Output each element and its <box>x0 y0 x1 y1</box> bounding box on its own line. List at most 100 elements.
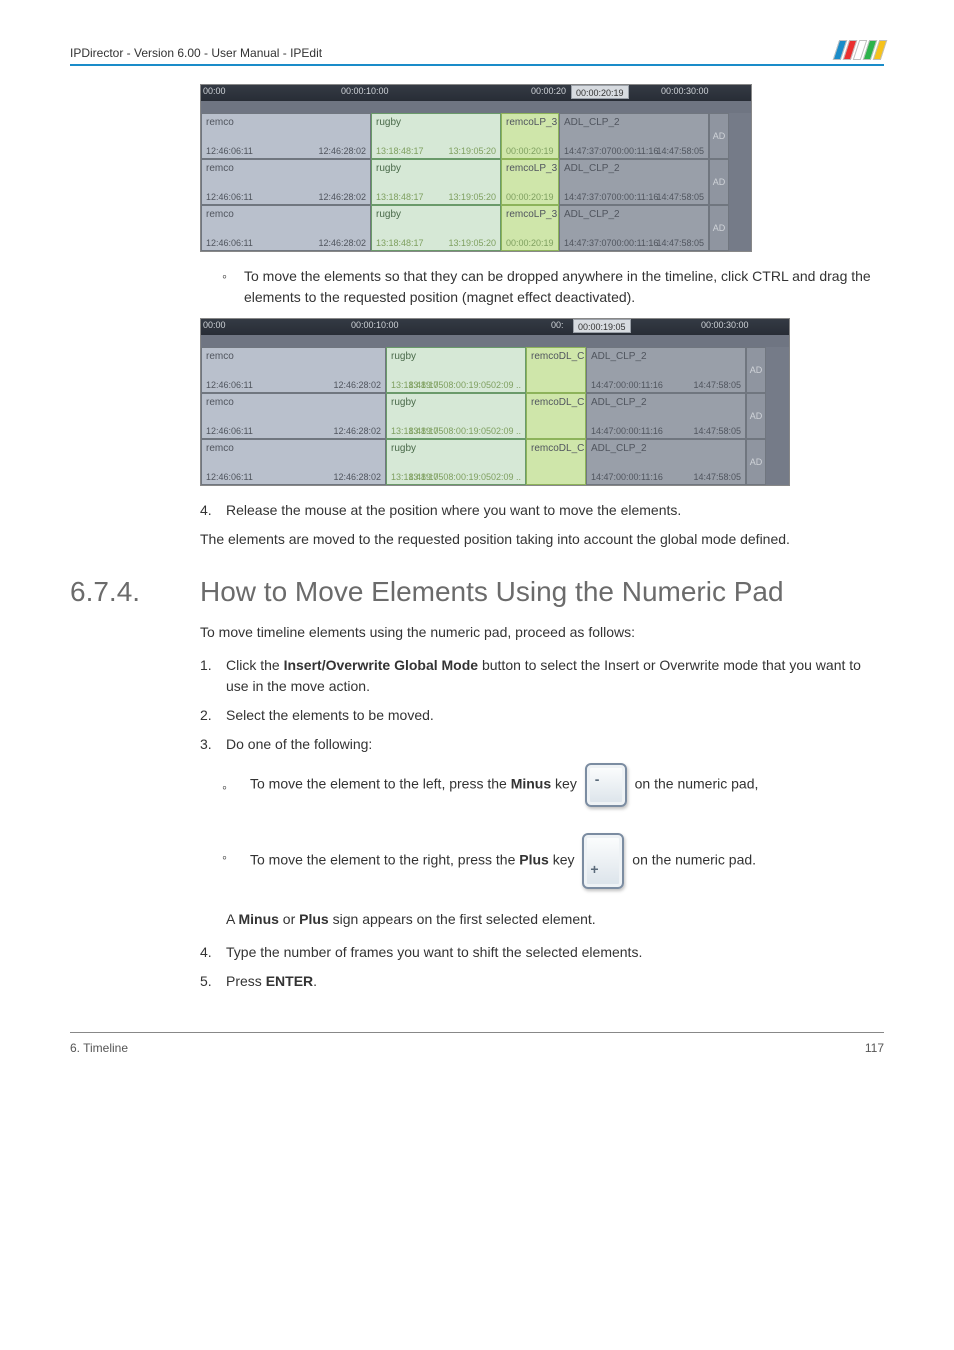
t: Plus <box>299 911 329 927</box>
clip[interactable]: ADL_CLP_214:47:37:0700:00:11:1614:47:58:… <box>559 113 709 159</box>
step-text: Type the number of frames you want to sh… <box>226 942 884 963</box>
clip-tc-out: 12:46:28:02 <box>318 238 366 248</box>
section-number: 6.7.4. <box>70 576 200 608</box>
t: Insert/Overwrite Global Mode <box>284 657 479 673</box>
ruler-label: 00:00:10:00 <box>351 320 399 330</box>
clip-tc-in: 12:46:06:11 <box>206 380 253 390</box>
clip[interactable]: remcoLP_300:00:20:19 <box>501 205 559 251</box>
clip[interactable]: rugby13:18:48:1713:19:05:20 <box>371 159 501 205</box>
t: Press <box>226 973 266 989</box>
clip[interactable]: remcoDL_CLP_3 <box>526 393 586 439</box>
clip[interactable]: remco12:46:06:1112:46:28:02 <box>201 113 371 159</box>
clip-name: rugby <box>376 163 401 174</box>
track-tail: AD <box>709 113 729 159</box>
clip[interactable]: rugby13:18:48:1713:19:05:20 <box>371 205 501 251</box>
plus-key-icon: + <box>582 833 624 889</box>
step-4b: 4. Type the number of frames you want to… <box>200 942 884 963</box>
clip-name: ADL_CLP_2 <box>564 163 620 174</box>
section-body: To move timeline elements using the nume… <box>200 622 884 992</box>
clip[interactable]: ADL_CLP_214:47:00:00:11:1614:47:58:05 <box>586 439 746 485</box>
clip-name: rugby <box>376 209 401 220</box>
ruler-label: 00:00 <box>203 320 226 330</box>
clip[interactable]: ADL_CLP_214:47:00:00:11:1614:47:58:05 <box>586 393 746 439</box>
clip-tc-out: 14:47:58:05 <box>656 146 704 156</box>
track-row: remco12:46:06:1112:46:28:02rugby13:18:48… <box>201 439 789 485</box>
bullet-ctrl-drag: To move the elements so that they can be… <box>222 266 884 308</box>
clip[interactable]: ADL_CLP_214:47:00:00:11:1614:47:58:05 <box>586 347 746 393</box>
clip[interactable]: ADL_CLP_214:47:37:0700:00:11:1614:47:58:… <box>559 205 709 251</box>
page-footer: 6. Timeline 117 <box>70 1032 884 1055</box>
clip-tc-out: 12:46:28:02 <box>333 426 381 436</box>
track-gap <box>201 101 751 113</box>
step-text: Do one of the following: <box>226 734 884 755</box>
clip-tc-out: 13:19:0508:00:19:0502:09 .. <box>408 426 521 436</box>
clip[interactable]: remcoLP_300:00:20:19 <box>501 159 559 205</box>
step3-left: To move the element to the left, press t… <box>222 763 884 813</box>
clip[interactable]: remcoLP_300:00:20:19 <box>501 113 559 159</box>
clip-tc-out: 12:46:28:02 <box>318 192 366 202</box>
clip[interactable]: remcoDL_CLP_3 <box>526 439 586 485</box>
t: ENTER <box>266 973 313 989</box>
step-number: 4. <box>200 500 226 521</box>
clip-name: remco <box>206 351 234 362</box>
page: IPDirector - Version 6.00 - User Manual … <box>0 0 954 1085</box>
step3-result: A Minus or Plus sign appears on the firs… <box>226 909 884 930</box>
ruler-label: 00:00:30:00 <box>701 320 749 330</box>
clip-tc-in: 14:47:00:00:11:16 <box>591 380 663 390</box>
t: A <box>226 911 238 927</box>
track-tail: AD <box>746 393 766 439</box>
clip[interactable]: remco12:46:06:1112:46:28:02 <box>201 205 371 251</box>
step3-sublist: To move the element to the left, press t… <box>222 763 884 889</box>
clip-tc-in: 13:18:48:17 <box>376 146 424 156</box>
footer-right: 117 <box>865 1041 884 1055</box>
clip[interactable]: rugby13:18:48:1713:19:0508:00:19:0502:09… <box>386 347 526 393</box>
footer-left: 6. Timeline <box>70 1041 128 1055</box>
track-tail: AD <box>709 159 729 205</box>
clip[interactable]: remco12:46:06:1112:46:28:02 <box>201 347 386 393</box>
step-1: 1. Click the Insert/Overwrite Global Mod… <box>200 655 884 697</box>
clip[interactable]: remco12:46:06:1112:46:28:02 <box>201 393 386 439</box>
clip-name: remcoDL_CLP_3 <box>531 443 586 454</box>
clip-tc-out: 12:46:28:02 <box>333 472 381 482</box>
clip[interactable]: remco12:46:06:1112:46:28:02 <box>201 439 386 485</box>
t: key <box>549 852 579 868</box>
page-header: IPDirector - Version 6.00 - User Manual … <box>70 40 884 66</box>
clip-tc-out: 14:47:58:05 <box>656 238 704 248</box>
minus-key-icon: - <box>585 763 627 807</box>
section-heading: 6.7.4. How to Move Elements Using the Nu… <box>70 576 884 608</box>
t: To move the element to the left, press t… <box>250 776 511 792</box>
clip[interactable]: remcoDL_CLP_3 <box>526 347 586 393</box>
clip-tc-in: 14:47:37:0700:00:11:16 <box>564 238 658 248</box>
clip[interactable]: rugby13:18:48:1713:19:05:20 <box>371 113 501 159</box>
clip-name: rugby <box>391 397 416 408</box>
sub-bullet-list: To move the elements so that they can be… <box>222 266 884 308</box>
clip-name: ADL_CLP_2 <box>591 397 647 408</box>
step4-result: The elements are moved to the requested … <box>200 529 884 550</box>
clip-tc-out: 13:19:0508:00:19:0502:09 .. <box>408 380 521 390</box>
t: Minus <box>511 776 551 792</box>
clip-tc-in: 00:00:20:19 <box>506 192 554 202</box>
clip-tc-out: 14:47:58:05 <box>693 380 741 390</box>
section-intro: To move timeline elements using the nume… <box>200 622 884 643</box>
track-row: remco12:46:06:1112:46:28:02rugby13:18:48… <box>201 113 751 159</box>
clip-tc-out: 13:19:05:20 <box>448 238 496 248</box>
clip[interactable]: ADL_CLP_214:47:37:0700:00:11:1614:47:58:… <box>559 159 709 205</box>
clip[interactable]: rugby13:18:48:1713:19:0508:00:19:0502:09… <box>386 393 526 439</box>
step-text: Press ENTER. <box>226 971 884 992</box>
ruler-label: 00:00:10:00 <box>341 86 389 96</box>
track-row: remco12:46:06:1112:46:28:02rugby13:18:48… <box>201 393 789 439</box>
doc-title: IPDirector - Version 6.00 - User Manual … <box>70 46 322 60</box>
clip[interactable]: remco12:46:06:1112:46:28:02 <box>201 159 371 205</box>
clip-tc-in: 12:46:06:11 <box>206 426 253 436</box>
step-number: 1. <box>200 655 226 697</box>
clip[interactable]: rugby13:18:48:1713:19:0508:00:19:0502:09… <box>386 439 526 485</box>
clip-tc-out: 14:47:58:05 <box>656 192 704 202</box>
t: To move the element to the right, press … <box>250 852 519 868</box>
step-2: 2. Select the elements to be moved. <box>200 705 884 726</box>
step-number: 3. <box>200 734 226 755</box>
step-4: 4. Release the mouse at the position whe… <box>200 500 884 521</box>
playhead-timecode: 00:00:19:05 <box>573 319 631 333</box>
clip-name: rugby <box>391 351 416 362</box>
clip-name: remco <box>206 209 234 220</box>
step-text: Click the Insert/Overwrite Global Mode b… <box>226 655 884 697</box>
